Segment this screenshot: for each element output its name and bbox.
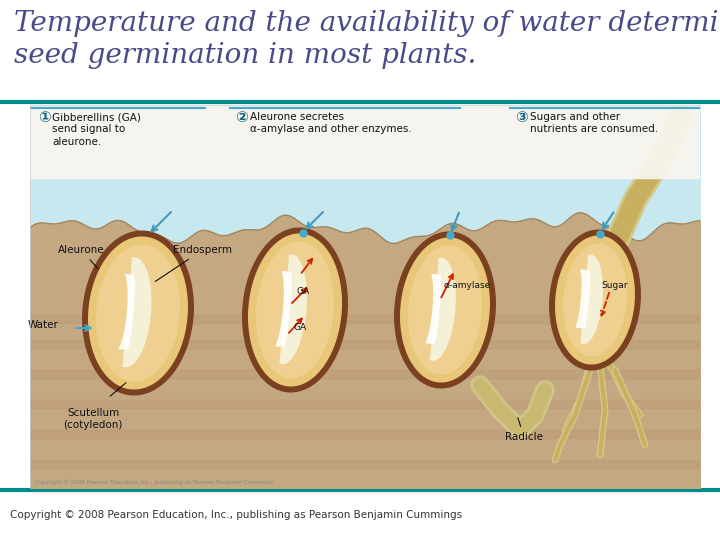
- Text: ②: ②: [235, 110, 248, 125]
- Bar: [30, 460, 700, 468]
- Polygon shape: [89, 237, 187, 389]
- Text: ③: ③: [515, 110, 528, 125]
- Text: Temperature and the availability of water determine
seed germination in most pla: Temperature and the availability of wate…: [14, 10, 720, 69]
- Text: Scutellum
(cotyledon): Scutellum (cotyledon): [63, 408, 122, 430]
- Polygon shape: [409, 246, 481, 374]
- Bar: [30, 105, 700, 245]
- Bar: [30, 105, 700, 178]
- Polygon shape: [576, 270, 590, 328]
- Text: Endosperm: Endosperm: [156, 245, 232, 281]
- Polygon shape: [96, 245, 179, 381]
- Polygon shape: [279, 255, 306, 363]
- Text: Sugar: Sugar: [602, 280, 629, 289]
- Text: Water: Water: [28, 320, 59, 330]
- Bar: [30, 400, 700, 408]
- Polygon shape: [564, 244, 626, 356]
- Text: Aleurone: Aleurone: [58, 245, 104, 269]
- Polygon shape: [426, 274, 441, 343]
- Polygon shape: [122, 258, 151, 367]
- Text: Sugars and other
nutrients are consumed.: Sugars and other nutrients are consumed.: [530, 112, 658, 134]
- Bar: [30, 340, 700, 348]
- Bar: [30, 315, 700, 323]
- Polygon shape: [395, 232, 495, 388]
- Polygon shape: [119, 275, 134, 349]
- Polygon shape: [248, 234, 341, 386]
- Polygon shape: [83, 231, 193, 395]
- Text: α-amylase: α-amylase: [444, 280, 490, 289]
- Polygon shape: [401, 238, 490, 382]
- Text: Radicle: Radicle: [505, 417, 543, 442]
- Polygon shape: [276, 272, 291, 346]
- Polygon shape: [581, 255, 603, 343]
- Polygon shape: [430, 259, 455, 360]
- Polygon shape: [243, 228, 347, 392]
- Bar: [30, 430, 700, 438]
- Polygon shape: [550, 230, 640, 370]
- Text: Copyright © 2008 Pearson Education, Inc., publishing as Pearson Benjamin Cumming: Copyright © 2008 Pearson Education, Inc.…: [10, 510, 462, 520]
- Text: GA: GA: [297, 287, 310, 296]
- Polygon shape: [556, 236, 634, 364]
- Text: Gibberellins (GA)
send signal to
aleurone.: Gibberellins (GA) send signal to aleuron…: [52, 112, 141, 147]
- Text: Aleurone secretes
α-amylase and other enzymes.: Aleurone secretes α-amylase and other en…: [250, 112, 412, 134]
- Text: GA: GA: [294, 323, 307, 333]
- Text: ①: ①: [38, 110, 51, 125]
- Polygon shape: [257, 242, 333, 378]
- Bar: [30, 370, 700, 378]
- Text: Copyright © 2008 Pearson Education, Inc., publishing as Pearson Benjamin Cumming: Copyright © 2008 Pearson Education, Inc.…: [35, 480, 274, 485]
